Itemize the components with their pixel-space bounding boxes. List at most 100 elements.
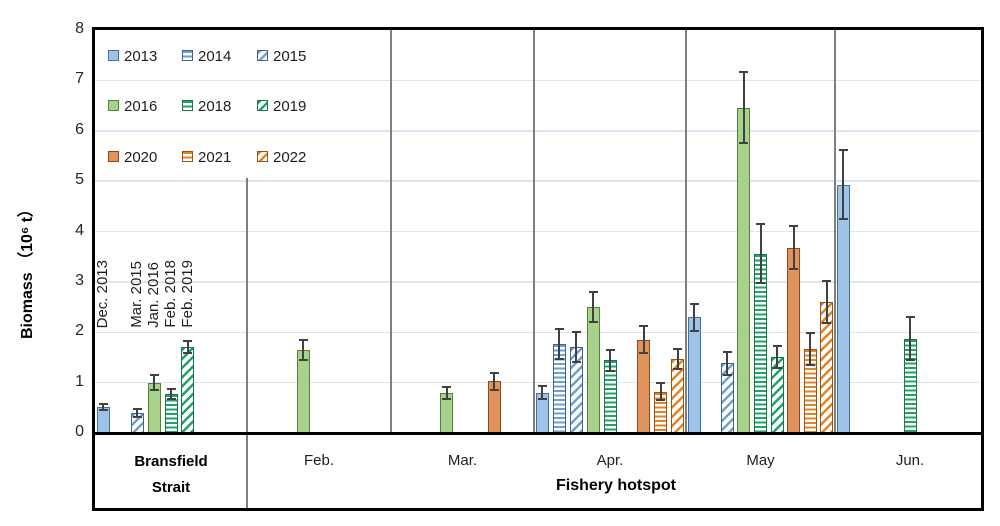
y-tick-label: 2 [75, 322, 84, 340]
error-bar-line [153, 375, 156, 391]
error-bar-line [493, 372, 496, 390]
bar-point-label: Feb. 2019 [178, 260, 196, 328]
group-divider [246, 178, 248, 508]
error-bar-line [792, 225, 795, 270]
legend-swatch-2018 [182, 100, 193, 111]
error-bar-cap-bottom [772, 367, 782, 370]
error-bar-line [693, 303, 696, 331]
error-bar-cap-bottom [571, 360, 581, 363]
error-bar-cap-bottom [183, 352, 193, 355]
x-region-label: Fishery hotspot [555, 477, 676, 494]
frame-bottom [92, 508, 984, 511]
error-bar-line [445, 386, 448, 399]
x-month-label: Mar. [447, 452, 478, 469]
legend-swatch-2013 [108, 50, 119, 61]
error-bar-cap-top [772, 344, 782, 347]
bar-May-2020 [787, 247, 801, 433]
error-bar-cap-top [149, 374, 159, 377]
y-tick-label: 3 [75, 271, 84, 289]
legend-label-2021: 2021 [198, 149, 232, 166]
group-divider [390, 30, 392, 433]
error-bar-line [575, 331, 578, 362]
error-bar-cap-bottom [822, 321, 832, 324]
gridline [95, 230, 981, 233]
error-bar-cap-bottom [639, 352, 649, 355]
y-tick-label: 0 [75, 423, 84, 440]
gridline [95, 331, 981, 333]
error-bar-cap-top [554, 328, 564, 331]
legend-swatch-2016 [108, 100, 119, 111]
error-bar-line [825, 281, 828, 323]
error-bar-line [726, 352, 729, 375]
bar-May-2016 [737, 107, 751, 433]
legend-swatch-2014 [182, 50, 193, 61]
y-tick-label: 5 [75, 171, 84, 189]
bar-Apr--2022 [671, 358, 685, 433]
error-bar-cap-top [639, 325, 649, 328]
x-month-label: Apr. [596, 452, 624, 469]
error-bar-line [186, 341, 189, 354]
error-bar-cap-bottom [166, 397, 176, 400]
error-bar-cap-top [822, 280, 832, 283]
error-bar-line [102, 403, 105, 410]
error-bar-line [742, 72, 745, 143]
error-bar-cap-bottom [673, 368, 683, 371]
y-tick-label: 1 [75, 372, 84, 390]
error-bar-line [809, 333, 812, 366]
error-bar-cap-bottom [442, 397, 452, 400]
frame-left [92, 27, 95, 511]
error-bar-cap-top [656, 382, 666, 385]
bar-May-2013 [687, 317, 701, 433]
group-divider [685, 30, 687, 433]
error-bar-cap-bottom [756, 281, 765, 284]
bar-Apr--2016 [586, 307, 600, 433]
legend-swatch-2020 [108, 151, 119, 162]
frame-top [92, 27, 984, 30]
error-bar-cap-bottom [537, 398, 547, 401]
error-bar-cap-bottom [605, 369, 615, 372]
error-bar-cap-bottom [838, 217, 848, 220]
error-bar-cap-top [756, 223, 765, 226]
legend-label-2019: 2019 [273, 98, 307, 115]
legend-label-2016: 2016 [124, 98, 158, 115]
legend-swatch-2015 [257, 50, 268, 61]
legend-swatch-2022 [257, 151, 268, 162]
error-bar-cap-top [805, 332, 815, 335]
gridline [95, 79, 981, 82]
error-bar-cap-top [722, 351, 732, 354]
error-bar-line [842, 150, 845, 219]
error-bar-cap-bottom [656, 399, 666, 402]
error-bar-cap-bottom [739, 141, 749, 144]
bar-Jun--2013 [836, 184, 850, 433]
error-bar-cap-top [442, 385, 452, 388]
error-bar-line [302, 339, 304, 360]
x-area-label-line1: Bransfield [134, 453, 208, 470]
error-bar-cap-top [537, 385, 547, 388]
error-bar-cap-bottom [489, 388, 499, 391]
error-bar-cap-bottom [149, 389, 159, 392]
gridline [95, 180, 981, 182]
error-bar-line [609, 350, 611, 371]
bar-Feb--2016 [296, 349, 310, 433]
error-bar-cap-bottom [805, 364, 815, 367]
error-bar-line [759, 224, 762, 283]
x-axis-line [92, 432, 984, 435]
error-bar-line [676, 348, 679, 369]
y-tick-label: 4 [75, 221, 84, 239]
error-bar-cap-bottom [689, 329, 699, 332]
error-bar-cap-top [905, 316, 915, 319]
y-tick-label: 8 [75, 20, 84, 37]
error-bar-cap-top [98, 402, 108, 405]
legend-label-2013: 2013 [124, 48, 158, 65]
gridline [95, 381, 981, 384]
error-bar-cap-top [673, 347, 683, 350]
error-bar-line [659, 383, 662, 401]
x-month-label: Jun. [895, 452, 925, 469]
gridline [95, 281, 981, 283]
error-bar-line [170, 388, 172, 399]
error-bar-cap-top [739, 71, 749, 74]
error-bar-line [909, 317, 911, 361]
y-tick-label: 7 [75, 70, 84, 88]
error-bar-cap-bottom [588, 321, 598, 324]
error-bar-cap-top [489, 371, 499, 374]
